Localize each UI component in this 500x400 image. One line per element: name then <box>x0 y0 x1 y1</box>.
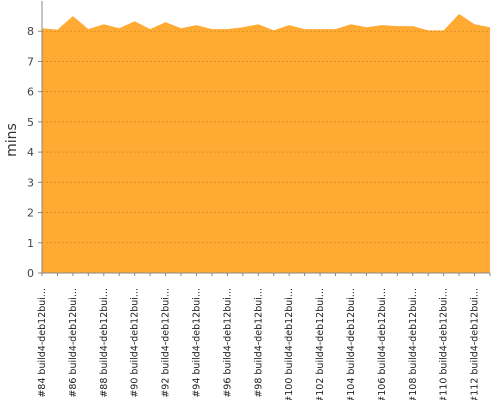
y-tick-label: 4 <box>27 146 34 159</box>
x-tick-label: #90 build4-deb12bui... <box>130 288 141 398</box>
y-tick-label: 1 <box>27 237 34 250</box>
area <box>42 13 490 274</box>
y-tick-label: 2 <box>27 207 34 220</box>
x-tick-label: #108 build4-deb12bui... <box>408 288 419 400</box>
x-tick-label: #106 build4-deb12bui... <box>377 288 388 400</box>
x-tick-label: #84 build4-deb12bui... <box>37 288 48 398</box>
x-tick-label: #112 build4-deb12bui... <box>470 288 481 400</box>
y-tick-label: 6 <box>27 86 34 99</box>
y-tick-label: 0 <box>27 267 34 280</box>
y-tick-label: 7 <box>27 55 34 68</box>
x-tick-label: #100 build4-deb12bui... <box>284 288 295 400</box>
x-tick-label: #86 build4-deb12bui... <box>68 288 79 398</box>
x-tick-label: #104 build4-deb12bui... <box>346 288 357 400</box>
x-tick-label: #110 build4-deb12bui... <box>439 288 450 400</box>
x-tick-label: #88 build4-deb12bui... <box>99 288 110 398</box>
x-tick-label: #94 build4-deb12bui... <box>191 288 202 398</box>
y-tick-label: 8 <box>27 25 34 38</box>
x-tick-label: #96 build4-deb12bui... <box>222 288 233 398</box>
y-axis-label: mins <box>4 123 20 157</box>
x-tick-label: #102 build4-deb12bui... <box>315 288 326 400</box>
x-tick-label: #92 build4-deb12bui... <box>161 288 172 398</box>
y-tick-label: 3 <box>27 176 34 189</box>
y-tick-label: 5 <box>27 116 34 129</box>
x-tick-label: #98 build4-deb12bui... <box>253 288 264 398</box>
